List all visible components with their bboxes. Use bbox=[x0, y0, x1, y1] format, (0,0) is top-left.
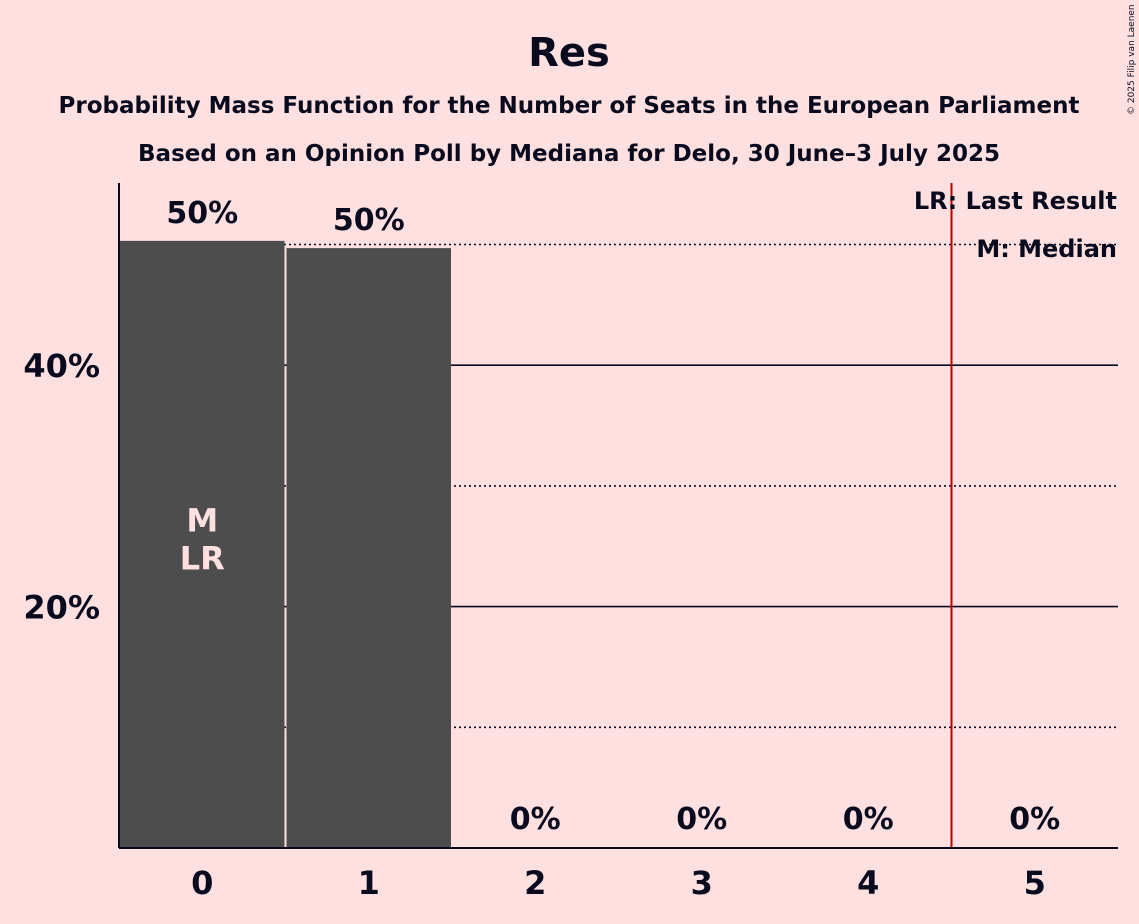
x-tick-label: 5 bbox=[1024, 864, 1046, 902]
axis-layer bbox=[118, 183, 1118, 849]
x-tick-label: 1 bbox=[358, 864, 380, 902]
legend-last-result: LR: Last Result bbox=[914, 187, 1117, 215]
chart-title: Res bbox=[528, 30, 610, 76]
copyright-text: © 2025 Filip van Laenen bbox=[1127, 4, 1137, 115]
x-tick-label: 0 bbox=[191, 864, 213, 902]
value-label: 50% bbox=[333, 203, 405, 238]
value-label: 0% bbox=[1009, 802, 1060, 837]
legend-median: M: Median bbox=[976, 235, 1117, 263]
bar-layer bbox=[120, 240, 451, 849]
x-tick-label: 2 bbox=[524, 864, 546, 902]
chart-subtitle: Probability Mass Function for the Number… bbox=[59, 93, 1080, 119]
value-label: 50% bbox=[166, 196, 238, 231]
chart-subtitle-2: Based on an Opinion Poll by Mediana for … bbox=[138, 141, 1000, 167]
bar-0 bbox=[120, 240, 285, 848]
y-tick-label: 20% bbox=[23, 589, 100, 627]
x-tick-label: 4 bbox=[857, 864, 879, 902]
x-tick-label: 3 bbox=[691, 864, 713, 902]
bar-marker-label: M bbox=[186, 501, 218, 539]
bar-marker-label: LR bbox=[180, 539, 225, 577]
y-tick-label: 40% bbox=[23, 347, 100, 385]
value-label: 0% bbox=[676, 802, 727, 837]
value-label: 0% bbox=[510, 802, 561, 837]
value-label: 0% bbox=[843, 802, 894, 837]
bar-1 bbox=[286, 248, 451, 849]
